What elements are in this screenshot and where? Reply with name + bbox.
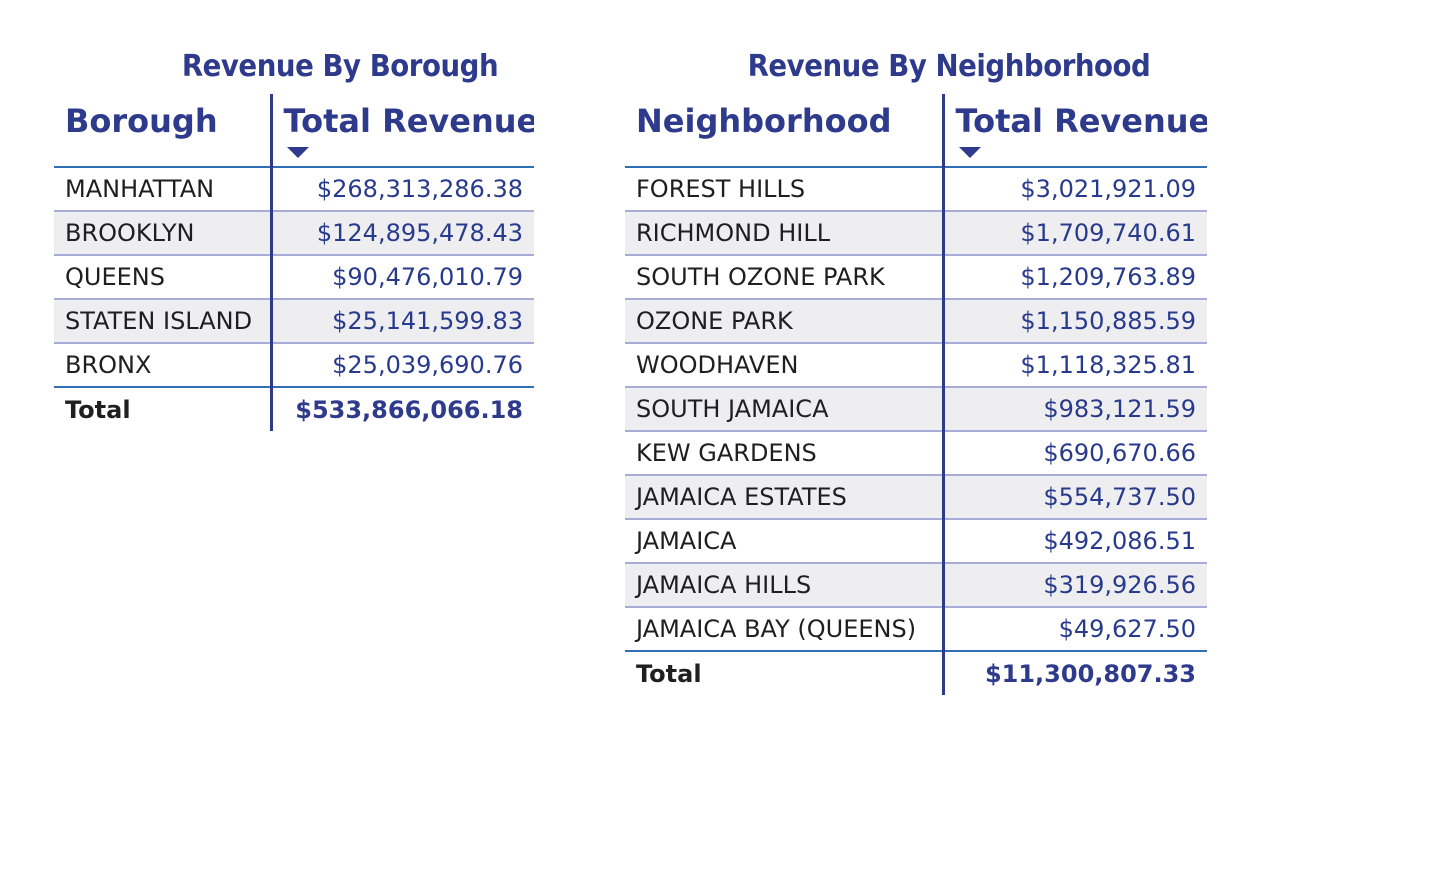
- row-label: SOUTH OZONE PARK: [625, 255, 943, 300]
- row-value: $25,141,599.83: [269, 299, 534, 344]
- table-row[interactable]: WOODHAVEN $1,118,325.81: [625, 343, 1207, 388]
- sort-descending-icon[interactable]: [286, 147, 309, 158]
- header-row: Borough Total Revenue: [54, 94, 535, 168]
- row-value: $492,086.51: [941, 519, 1207, 564]
- row-label: JAMAICA HILLS: [625, 563, 943, 608]
- row-value: $1,709,740.61: [941, 211, 1207, 256]
- neighborhood-table-title: Revenue By Neighborhood: [747, 49, 1151, 84]
- row-value: $1,150,885.59: [941, 299, 1207, 344]
- total-label: Total: [65, 395, 131, 424]
- row-label: SOUTH JAMAICA: [625, 387, 943, 432]
- row-value: $1,118,325.81: [941, 343, 1207, 388]
- row-value: $690,670.66: [941, 431, 1207, 476]
- table-row[interactable]: BROOKLYN $124,895,478.43: [54, 211, 534, 256]
- row-value: $25,039,690.76: [269, 343, 534, 388]
- row-label: WOODHAVEN: [625, 343, 943, 388]
- table-row[interactable]: RICHMOND HILL $1,709,740.61: [625, 211, 1207, 256]
- total-label: Total: [636, 659, 702, 688]
- table-row[interactable]: JAMAICA ESTATES $554,737.50: [625, 475, 1207, 520]
- column-header-total-revenue[interactable]: Total Revenue: [941, 94, 1208, 168]
- total-row: Total $11,300,807.33: [625, 651, 1207, 695]
- table-row[interactable]: OZONE PARK $1,150,885.59: [625, 299, 1207, 344]
- total-row: Total $533,866,066.18: [54, 387, 534, 431]
- column-header-label: Total Revenue: [283, 102, 535, 140]
- table-row[interactable]: JAMAICA $492,086.51: [625, 519, 1207, 564]
- row-value: $268,313,286.38: [269, 167, 534, 212]
- row-label: JAMAICA BAY (QUEENS): [625, 607, 943, 652]
- header-row: Neighborhood Total Revenue: [625, 94, 1208, 168]
- row-label: JAMAICA: [625, 519, 943, 564]
- sort-descending-icon[interactable]: [958, 147, 981, 158]
- table-row[interactable]: BRONX $25,039,690.76: [54, 343, 534, 388]
- row-label: MANHATTAN: [54, 167, 271, 212]
- table-row[interactable]: FOREST HILLS $3,021,921.09: [625, 167, 1207, 212]
- column-header-neighborhood[interactable]: Neighborhood: [625, 94, 943, 168]
- row-value: $49,627.50: [941, 607, 1207, 652]
- row-value: $554,737.50: [941, 475, 1207, 520]
- row-value: $983,121.59: [941, 387, 1207, 432]
- neighborhood-revenue-table: Neighborhood Total Revenue FOREST HILLS $…: [625, 94, 1207, 695]
- row-value: $3,021,921.09: [941, 167, 1207, 212]
- column-header-label: Total Revenue: [955, 102, 1208, 140]
- row-label: QUEENS: [54, 255, 271, 300]
- neighborhood-revenue-visual: Revenue By Neighborhood Neighborhood Tot…: [625, 40, 1207, 695]
- borough-revenue-visual: Revenue By Borough Borough Total Revenue…: [54, 40, 534, 431]
- table-row[interactable]: JAMAICA HILLS $319,926.56: [625, 563, 1207, 608]
- row-label: BRONX: [54, 343, 271, 388]
- table-row[interactable]: SOUTH JAMAICA $983,121.59: [625, 387, 1207, 432]
- table-row[interactable]: JAMAICA BAY (QUEENS) $49,627.50: [625, 607, 1207, 652]
- table-row[interactable]: SOUTH OZONE PARK $1,209,763.89: [625, 255, 1207, 300]
- table-row[interactable]: QUEENS $90,476,010.79: [54, 255, 534, 300]
- row-label: JAMAICA ESTATES: [625, 475, 943, 520]
- row-label: FOREST HILLS: [625, 167, 943, 212]
- row-value: $90,476,010.79: [269, 255, 534, 300]
- row-label: BROOKLYN: [54, 211, 271, 256]
- table-row[interactable]: KEW GARDENS $690,670.66: [625, 431, 1207, 476]
- row-value: $1,209,763.89: [941, 255, 1207, 300]
- row-value: $124,895,478.43: [269, 211, 534, 256]
- row-value: $319,926.56: [941, 563, 1207, 608]
- total-value: $533,866,066.18: [269, 387, 534, 431]
- borough-table-title: Revenue By Borough: [181, 49, 499, 84]
- row-label: KEW GARDENS: [625, 431, 943, 476]
- column-header-total-revenue[interactable]: Total Revenue: [269, 94, 535, 168]
- borough-revenue-table: Borough Total Revenue MANHATTAN $268,313,…: [54, 94, 534, 431]
- row-label: STATEN ISLAND: [54, 299, 271, 344]
- table-row[interactable]: MANHATTAN $268,313,286.38: [54, 167, 534, 212]
- column-header-borough[interactable]: Borough: [54, 94, 271, 168]
- total-value: $11,300,807.33: [941, 651, 1207, 695]
- table-row[interactable]: STATEN ISLAND $25,141,599.83: [54, 299, 534, 344]
- row-label: RICHMOND HILL: [625, 211, 943, 256]
- row-label: OZONE PARK: [625, 299, 943, 344]
